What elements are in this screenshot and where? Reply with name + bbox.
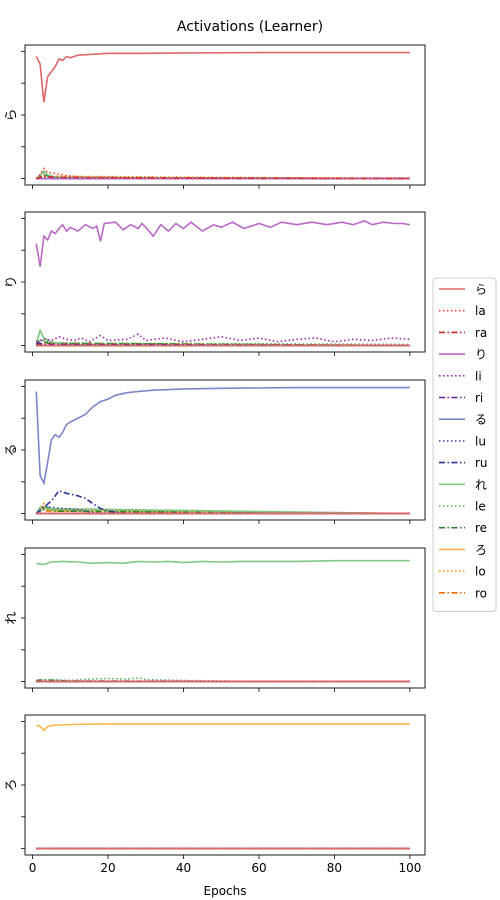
panel-2-frame	[25, 212, 425, 352]
panel-3-ylabel: る	[5, 443, 20, 456]
x-tick-label: 80	[327, 861, 342, 875]
series-line-ろ	[36, 724, 410, 730]
panel-5-frame	[25, 715, 425, 855]
x-tick-label: 0	[29, 861, 37, 875]
legend-label-ra: ra	[475, 326, 487, 340]
x-tick-label: 40	[176, 861, 191, 875]
legend-label-り: り	[475, 348, 487, 362]
legend-label-lo: lo	[475, 565, 486, 579]
legend-label-le: le	[475, 500, 486, 514]
legend-label-ro: ro	[475, 586, 487, 600]
legend-label-li: li	[475, 369, 482, 383]
panel-4-frame	[25, 548, 425, 688]
legend-label-ら: ら	[475, 283, 487, 297]
x-tick-label: 60	[251, 861, 266, 875]
legend-label-ri: ri	[475, 391, 483, 405]
panel-3-series	[36, 388, 410, 514]
legend-label-re: re	[475, 521, 487, 535]
legend-label-る: る	[475, 413, 487, 427]
panel-2-series	[36, 221, 410, 346]
panel-2-ylabel: り	[5, 275, 20, 288]
legend-label-ろ: ろ	[475, 543, 487, 557]
series-line-ら	[36, 53, 410, 103]
panel-3: る	[5, 380, 426, 524]
series-line-り	[36, 221, 410, 267]
panel-5-series	[36, 724, 410, 849]
legend-label-la: la	[475, 304, 486, 318]
panel-1: ら	[5, 45, 426, 189]
x-tick-label: 20	[100, 861, 115, 875]
panel-1-ylabel: ら	[5, 108, 20, 121]
panel-1-frame	[25, 45, 425, 185]
x-axis-label: Epochs	[204, 884, 247, 898]
panel-4-ylabel: れ	[5, 611, 20, 624]
chart-title: Activations (Learner)	[177, 19, 323, 35]
panel-5-ylabel: ろ	[5, 778, 20, 791]
panel-2: り	[5, 212, 426, 356]
panel-4-series	[36, 561, 410, 682]
legend-label-れ: れ	[475, 478, 487, 492]
x-tick-label: 100	[398, 861, 421, 875]
legend-label-ru: ru	[475, 456, 488, 470]
panel-4: れ	[5, 548, 426, 692]
legend: ら la ra り li ri る lu ru れ le re ろ lo ro	[433, 278, 496, 612]
series-line-li	[36, 334, 410, 342]
series-line-れ	[36, 561, 410, 565]
panel-1-series	[36, 53, 410, 179]
legend-label-lu: lu	[475, 434, 486, 448]
panel-5: 0 20 40 60 80 100 ろ	[5, 715, 426, 875]
series-line-る	[36, 388, 410, 484]
